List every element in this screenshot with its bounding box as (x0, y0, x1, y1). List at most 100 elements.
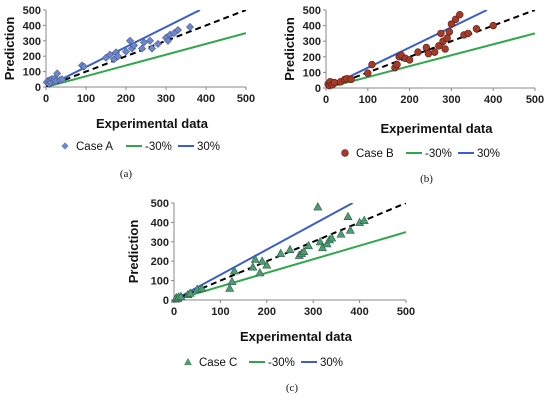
x-axis-title: Experimental data (240, 329, 353, 344)
data-point (424, 49, 433, 58)
data-point (197, 283, 207, 292)
data-point (145, 36, 155, 45)
legend-label: Case C (199, 357, 237, 369)
minus-30-line (46, 32, 246, 87)
panel-label: (a) (120, 168, 133, 180)
legend-label: 30% (477, 148, 500, 160)
chart-panel-b: 0 100 200 300 400 500 0 100 200 300 400 500 Experime… (282, 5, 544, 185)
legend-marker (341, 149, 349, 157)
legend-marker (184, 357, 192, 366)
data-point (437, 29, 445, 38)
x-tick-label: 300 (157, 93, 175, 105)
data-point (147, 44, 157, 53)
data-point (443, 34, 451, 42)
legend: Case A -30% 30% (61, 141, 220, 153)
y-tick-label: 400 (303, 21, 321, 33)
data-point (248, 262, 258, 271)
data-point (185, 22, 195, 31)
x-tick-label: 400 (484, 94, 502, 106)
x-tick-label: 400 (350, 306, 368, 318)
panel-label: (b) (420, 173, 433, 185)
data-point (185, 288, 195, 297)
data-point (456, 10, 464, 19)
legend-label: -30% (268, 357, 295, 369)
data-point (345, 225, 355, 234)
legend: Case C -30% 30% (184, 357, 343, 369)
data-point (255, 268, 265, 277)
x-tick-label: 500 (237, 93, 255, 105)
data-point (225, 283, 235, 292)
x-tick-label: 300 (304, 306, 322, 318)
x-tick-label: 200 (117, 93, 135, 105)
data-point (79, 62, 89, 71)
data-point (53, 69, 62, 78)
data-point (262, 260, 272, 269)
data-point (441, 45, 449, 53)
legend-label: -30% (145, 141, 172, 153)
data-point (327, 233, 337, 242)
y-tick-label: 500 (303, 5, 321, 17)
data-point (121, 47, 131, 56)
data-point (299, 246, 309, 255)
data-point (364, 69, 372, 77)
data-point (276, 248, 286, 257)
y-tick-label: 200 (23, 51, 41, 63)
y-tick-label: 300 (151, 237, 169, 249)
data-point (359, 215, 369, 224)
data-point (304, 240, 314, 250)
chart-panel-c: 0 100 200 300 400 500 0 100 200 300 400 500 Experime… (126, 198, 415, 394)
y-tick-label: 200 (303, 52, 321, 64)
data-point (422, 43, 431, 52)
y-tick-label: 0 (35, 82, 41, 94)
data-point (57, 75, 67, 84)
x-axis-title: Experimental data (381, 121, 494, 136)
data-point (105, 50, 115, 59)
legend-label: Case B (356, 148, 394, 160)
plus-30-line (174, 203, 354, 300)
x-tick-label: 0 (171, 306, 177, 318)
x-tick-label: 400 (197, 93, 215, 105)
x-tick-label: 0 (43, 93, 49, 105)
data-point (489, 21, 497, 30)
y-tick-label: 300 (303, 36, 321, 48)
data-point (163, 36, 173, 45)
data-point (472, 25, 481, 33)
x-tick-label: 100 (211, 306, 229, 318)
data-point (336, 229, 346, 238)
data-point (129, 41, 139, 50)
data-point (405, 56, 414, 64)
legend-label: 30% (197, 141, 220, 153)
data-point (315, 236, 325, 246)
data-point (113, 52, 123, 61)
data-point (368, 60, 376, 69)
x-tick-label: 200 (258, 306, 276, 318)
panel-label: (c) (286, 382, 299, 394)
y-tick-label: 100 (23, 67, 41, 79)
legend: Case B -30% 30% (341, 148, 500, 160)
minus-30-line (174, 231, 406, 300)
data-point (343, 211, 353, 221)
ideal-dashed-line (46, 10, 246, 87)
data-point (173, 25, 183, 35)
x-tick-label: 300 (442, 94, 460, 106)
x-tick-label: 0 (323, 94, 329, 106)
data-point (153, 39, 163, 48)
data-point (229, 266, 239, 275)
data-point (330, 78, 339, 87)
data-point (347, 75, 355, 84)
y-tick-label: 0 (315, 83, 321, 95)
data-point (451, 15, 460, 24)
y-tick-label: 200 (151, 256, 169, 268)
y-tick-label: 500 (23, 5, 41, 17)
y-tick-label: 0 (163, 295, 169, 307)
x-tick-label: 100 (77, 93, 95, 105)
legend-marker (61, 142, 69, 150)
y-tick-label: 400 (151, 217, 169, 229)
data-point (435, 42, 443, 50)
y-axis-title: Prediction (126, 220, 141, 284)
minus-30-line (326, 32, 535, 88)
plus-30-line (326, 10, 488, 88)
data-point (447, 20, 456, 28)
x-tick-label: 500 (526, 94, 544, 106)
